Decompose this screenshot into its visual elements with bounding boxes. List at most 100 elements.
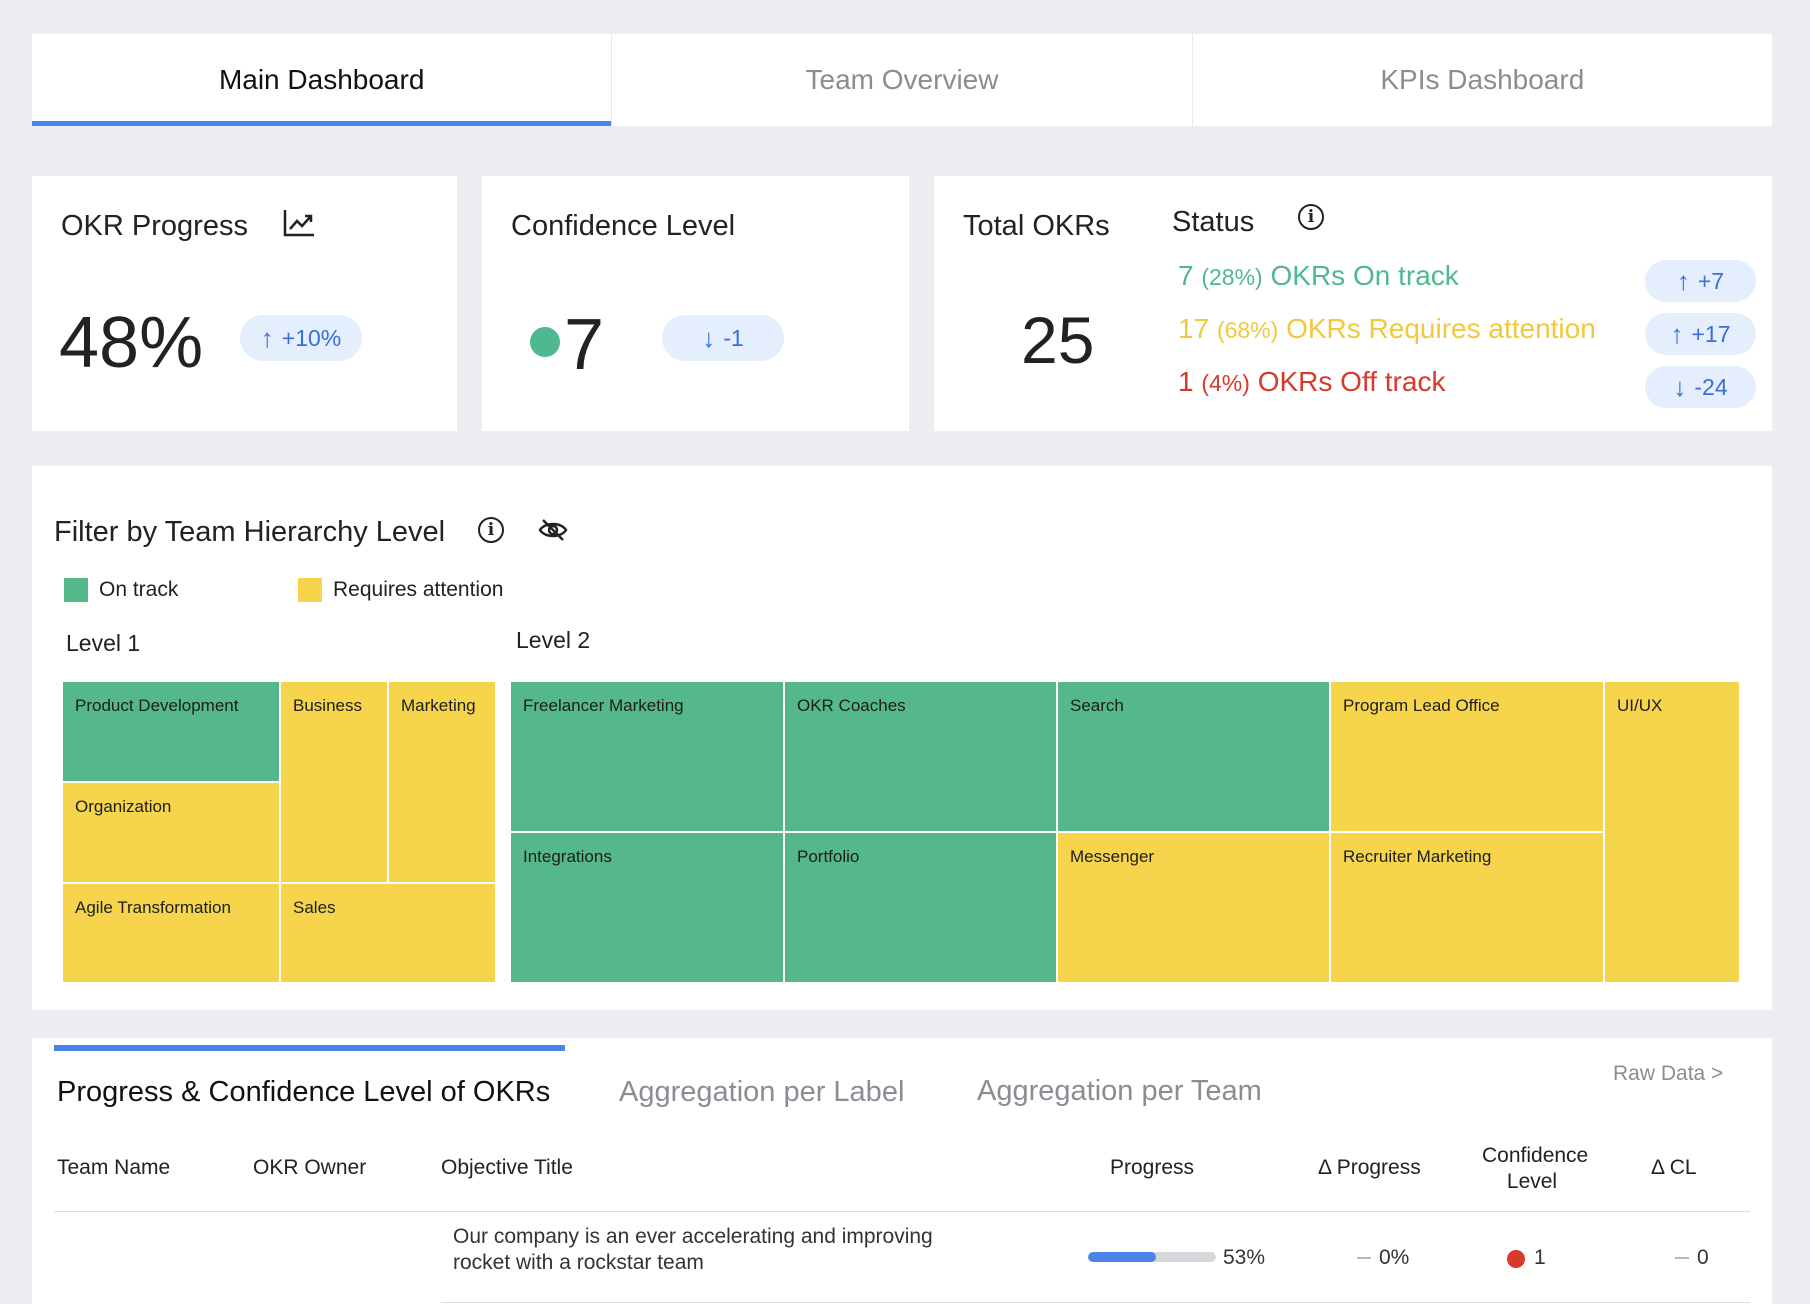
column-header-line: Confidence xyxy=(1482,1144,1589,1167)
status-text: OKRs Off track xyxy=(1257,366,1446,397)
status-pct: (4%) xyxy=(1201,370,1250,396)
tab-aggregation-per-label[interactable]: Aggregation per Label xyxy=(619,1076,904,1109)
trend-chart-icon[interactable] xyxy=(282,208,316,238)
tab-kpis-dashboard[interactable]: KPIs Dashboard xyxy=(1193,34,1772,126)
info-icon[interactable]: i xyxy=(478,517,504,543)
legend-swatch-requires-attention xyxy=(298,578,322,602)
treemap-cell-marketing[interactable]: Marketing xyxy=(388,681,496,883)
tab-main-dashboard[interactable]: Main Dashboard xyxy=(32,34,613,126)
raw-data-link[interactable]: Raw Data > xyxy=(1613,1062,1724,1085)
treemap-cell-recruiter-marketing[interactable]: Recruiter Marketing xyxy=(1330,832,1604,983)
delta-value: +17 xyxy=(1691,320,1731,347)
treemap-cell-program-lead-office[interactable]: Program Lead Office xyxy=(1330,681,1604,832)
tab-team-overview[interactable]: Team Overview xyxy=(612,34,1193,126)
status-off-track: 1 (4%) OKRs Off track xyxy=(1178,366,1445,398)
column-header-delta-progress[interactable]: Δ Progress xyxy=(1318,1156,1421,1179)
status-on-track: 7 (28%) OKRs On track xyxy=(1178,260,1459,292)
active-tab-indicator xyxy=(54,1045,565,1051)
level-2-label: Level 2 xyxy=(516,627,591,653)
confidence-dot xyxy=(530,327,560,357)
okr-progress-title: OKR Progress xyxy=(61,210,248,242)
column-header-objective-title[interactable]: Objective Title xyxy=(441,1156,573,1179)
status-pct: (28%) xyxy=(1201,264,1263,290)
column-header-delta-cl[interactable]: Δ CL xyxy=(1651,1156,1697,1179)
treemap-cell-label: Sales xyxy=(293,898,336,917)
on-track-delta-badge: ↑ +7 xyxy=(1645,260,1756,302)
cell-objective-title: Our company is an ever accelerating and … xyxy=(453,1224,933,1276)
treemap-cell-product-development[interactable]: Product Development xyxy=(62,681,280,782)
status-pct: (68%) xyxy=(1216,317,1279,343)
treemap-cell-label: Integrations xyxy=(523,847,612,866)
off-track-delta-badge: ↓ -24 xyxy=(1645,366,1756,408)
treemap-cell-okr-coaches[interactable]: OKR Coaches xyxy=(784,681,1057,832)
legend-label-requires-attention: Requires attention xyxy=(333,578,504,601)
okr-table-card: Progress & Confidence Level of OKRs Aggr… xyxy=(32,1038,1772,1304)
column-header-line: Level xyxy=(1506,1170,1558,1193)
delta-value: +7 xyxy=(1697,267,1725,294)
level-1-label: Level 1 xyxy=(66,630,141,656)
treemap-cell-label: Search xyxy=(1070,696,1124,715)
tab-label: Team Overview xyxy=(805,64,999,95)
treemap-cell-label: Portfolio xyxy=(797,847,860,866)
legend-swatch-on-track xyxy=(64,578,88,602)
column-header-confidence-level[interactable]: Confidence Level xyxy=(1482,1143,1589,1195)
treemap-cell-label: Organization xyxy=(75,797,172,816)
treemap-cell-sales[interactable]: Sales xyxy=(280,883,496,983)
cell-progress-value: 53% xyxy=(1223,1246,1266,1269)
objective-line: Our company is an ever accelerating and … xyxy=(453,1225,933,1248)
total-okrs-value: 25 xyxy=(1021,303,1095,377)
delta-value: -24 xyxy=(1694,373,1728,400)
objective-line: rocket with a rockstar team xyxy=(453,1251,704,1274)
tab-label: Main Dashboard xyxy=(218,64,425,95)
treemap-cell-freelancer-marketing[interactable]: Freelancer Marketing xyxy=(510,681,784,832)
column-header-team-name[interactable]: Team Name xyxy=(57,1156,171,1179)
tab-aggregation-per-team[interactable]: Aggregation per Team xyxy=(977,1075,1262,1108)
cell-delta-cl: 0 xyxy=(1697,1246,1709,1269)
requires-attention-delta-badge: ↑ +17 xyxy=(1645,313,1756,355)
tab-label: Progress & Confidence Level of OKRs xyxy=(57,1076,551,1108)
filter-title: Filter by Team Hierarchy Level xyxy=(54,516,446,548)
confidence-level-title: Confidence Level xyxy=(511,210,736,242)
treemap-cell-label: Business xyxy=(293,696,362,715)
confidence-value: 7 xyxy=(564,305,605,385)
treemap-cell-search[interactable]: Search xyxy=(1057,681,1330,832)
status-text: OKRs Requires attention xyxy=(1286,313,1596,344)
treemap-cell-messenger[interactable]: Messenger xyxy=(1057,832,1330,983)
treemap-cell-label: Agile Transformation xyxy=(75,898,231,917)
tab-label: Aggregation per Label xyxy=(619,1076,905,1108)
status-requires-attention: 17 (68%) OKRs Requires attention xyxy=(1178,313,1596,345)
column-header-okr-owner[interactable]: OKR Owner xyxy=(253,1156,367,1179)
treemap-cell-label: UI/UX xyxy=(1617,696,1663,715)
treemap-cell-agile-transformation[interactable]: Agile Transformation xyxy=(62,883,280,983)
arrow-up-icon: ↑ xyxy=(1670,318,1684,349)
treemap-cell-label: OKR Coaches xyxy=(797,696,906,715)
treemap-cell-label: Messenger xyxy=(1070,847,1155,866)
total-okrs-title: Total OKRs xyxy=(963,210,1110,242)
arrow-up-icon: ↑ xyxy=(260,322,274,353)
treemap-cell-label: Program Lead Office xyxy=(1343,696,1500,715)
eye-slash-icon[interactable] xyxy=(537,516,569,544)
tab-progress-confidence[interactable]: Progress & Confidence Level of OKRs xyxy=(57,1076,550,1109)
top-tab-bar: Main Dashboard Team Overview KPIs Dashbo… xyxy=(32,34,1772,126)
status-count: 1 xyxy=(1178,366,1194,397)
treemap-cell-business[interactable]: Business xyxy=(280,681,388,883)
progress-bar-fill xyxy=(1088,1252,1156,1262)
delta-value: -1 xyxy=(723,324,744,351)
dash-icon xyxy=(1675,1257,1689,1259)
treemap-cell-organization[interactable]: Organization xyxy=(62,782,280,883)
arrow-down-icon: ↓ xyxy=(1673,371,1687,402)
dash-icon xyxy=(1357,1257,1371,1259)
treemap-cell-label: Product Development xyxy=(75,696,239,715)
column-header-progress[interactable]: Progress xyxy=(1110,1156,1195,1179)
cell-delta-progress: 0% xyxy=(1379,1246,1410,1269)
tab-label: Aggregation per Team xyxy=(977,1075,1262,1107)
table-row[interactable]: Our company is an ever accelerating and … xyxy=(32,1212,1772,1304)
total-okrs-card: Total OKRs 25 Status i 7 (28%) OKRs On t… xyxy=(934,176,1772,431)
treemap-cell-label: Marketing xyxy=(401,696,476,715)
treemap-cell-ui-ux[interactable]: UI/UX xyxy=(1604,681,1740,983)
team-hierarchy-card: Filter by Team Hierarchy Level i On trac… xyxy=(32,466,1772,1010)
treemap-cell-integrations[interactable]: Integrations xyxy=(510,832,784,983)
treemap-cell-portfolio[interactable]: Portfolio xyxy=(784,832,1057,983)
info-icon[interactable]: i xyxy=(1298,204,1324,230)
status-text: OKRs On track xyxy=(1270,260,1459,291)
